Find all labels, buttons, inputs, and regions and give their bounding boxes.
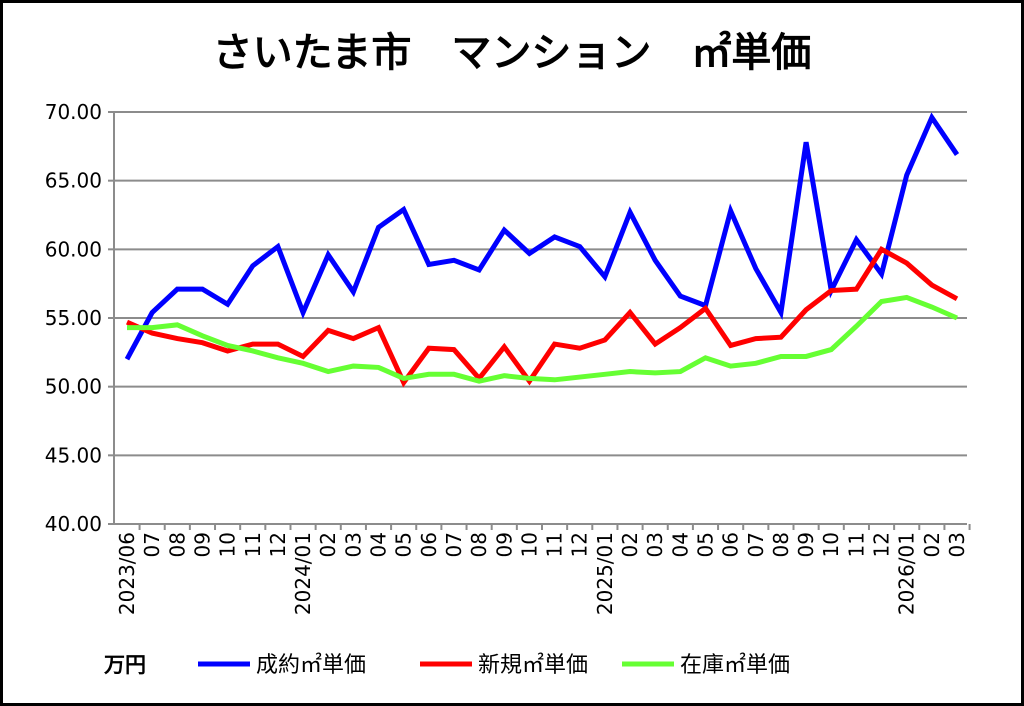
x-tick-label: 12 [266, 532, 290, 557]
x-tick-label: 09 [794, 532, 818, 557]
x-tick-label: 12 [568, 532, 592, 557]
x-tick-label: 02 [920, 532, 944, 557]
x-tick-label: 09 [492, 532, 516, 557]
series-line-3 [127, 294, 959, 384]
x-tick-label: 10 [216, 532, 240, 557]
chart-title: さいたま市 マンション ㎡単価 [213, 30, 812, 76]
x-tick-label: 12 [870, 532, 894, 557]
x-tick-label: 06 [417, 532, 441, 557]
y-tick-label: 40.00 [45, 512, 102, 536]
x-tick-label: 10 [819, 532, 843, 557]
legend-label-2: 新規㎡単価 [478, 652, 588, 678]
x-tick-label: 11 [844, 532, 868, 557]
x-tick-label: 10 [517, 532, 541, 557]
x-tick-label: 07 [442, 532, 466, 557]
legend-label-3: 在庫㎡単価 [680, 652, 790, 678]
x-tick-label: 02 [316, 532, 340, 557]
x-tick-label: 2026/01 [895, 532, 919, 615]
x-tick-label: 08 [769, 532, 793, 557]
x-tick-label: 2025/01 [593, 532, 617, 615]
x-tick-label: 05 [693, 532, 717, 557]
y-tick-label: 65.00 [45, 169, 102, 193]
series-line-1 [124, 112, 960, 361]
x-tick-label: 09 [190, 532, 214, 557]
x-tick-label: 03 [341, 532, 365, 557]
y-tick-label: 70.00 [45, 100, 102, 124]
x-tick-label: 03 [945, 532, 969, 557]
x-tick-label: 07 [140, 532, 164, 557]
x-tick-label: 03 [643, 532, 667, 557]
y-tick-label: 60.00 [45, 237, 102, 261]
x-tick-label: 08 [467, 532, 491, 557]
series-line-2 [125, 246, 959, 388]
x-tick-label: 06 [719, 532, 743, 557]
y-tick-label: 55.00 [45, 306, 102, 330]
y-unit-label: 万円 [103, 653, 146, 677]
y-tick-label: 45.00 [45, 443, 102, 467]
x-tick-label: 2023/06 [115, 532, 139, 615]
legend-label-1: 成約㎡単価 [256, 652, 366, 678]
x-tick-label: 07 [744, 532, 768, 557]
x-tick-label: 11 [543, 532, 567, 557]
x-tick-label: 05 [392, 532, 416, 557]
x-tick-label: 08 [165, 532, 189, 557]
x-tick-label: 11 [241, 532, 265, 557]
x-tick-label: 04 [668, 532, 692, 557]
x-tick-label: 2024/01 [291, 532, 315, 615]
y-tick-label: 50.00 [45, 375, 102, 399]
x-tick-label: 02 [618, 532, 642, 557]
x-tick-label: 04 [367, 532, 391, 557]
